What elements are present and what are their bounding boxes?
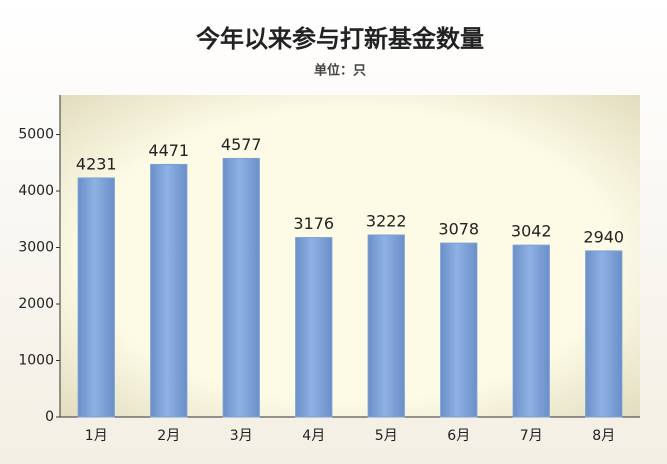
value-label: 2940 — [583, 227, 624, 246]
y-tick-label: 5000 — [18, 127, 54, 143]
chart-subtitle: 单位：只 — [314, 63, 366, 79]
value-label: 3078 — [438, 220, 479, 239]
x-tick-label: 6月 — [447, 428, 470, 444]
x-tick-label: 7月 — [520, 428, 543, 444]
bar — [585, 250, 623, 418]
value-label: 3222 — [366, 211, 407, 230]
y-tick-label: 2000 — [18, 296, 54, 312]
value-label: 4577 — [221, 135, 262, 154]
value-label: 4471 — [148, 141, 189, 160]
x-tick-label: 4月 — [302, 428, 325, 444]
y-tick-label: 4000 — [18, 183, 54, 199]
value-label: 3176 — [293, 214, 334, 233]
x-tick-label: 8月 — [592, 428, 615, 444]
x-tick-label: 5月 — [375, 428, 398, 444]
bar — [150, 163, 188, 418]
x-tick-label: 1月 — [85, 428, 108, 444]
y-tick-label: 1000 — [18, 353, 54, 369]
bar — [512, 244, 550, 418]
y-tick-label: 3000 — [18, 240, 54, 256]
bar — [222, 157, 260, 418]
chart-title: 今年以来参与打新基金数量 — [196, 25, 484, 53]
bar — [367, 234, 405, 418]
x-tick-label: 2月 — [157, 428, 180, 444]
bar — [295, 237, 333, 418]
bar — [77, 177, 115, 418]
bar — [440, 242, 478, 418]
value-label: 3042 — [511, 222, 552, 241]
x-tick-label: 3月 — [230, 428, 253, 444]
value-label: 4231 — [76, 154, 117, 173]
plot-area — [60, 95, 640, 417]
y-tick-label: 0 — [45, 409, 54, 425]
